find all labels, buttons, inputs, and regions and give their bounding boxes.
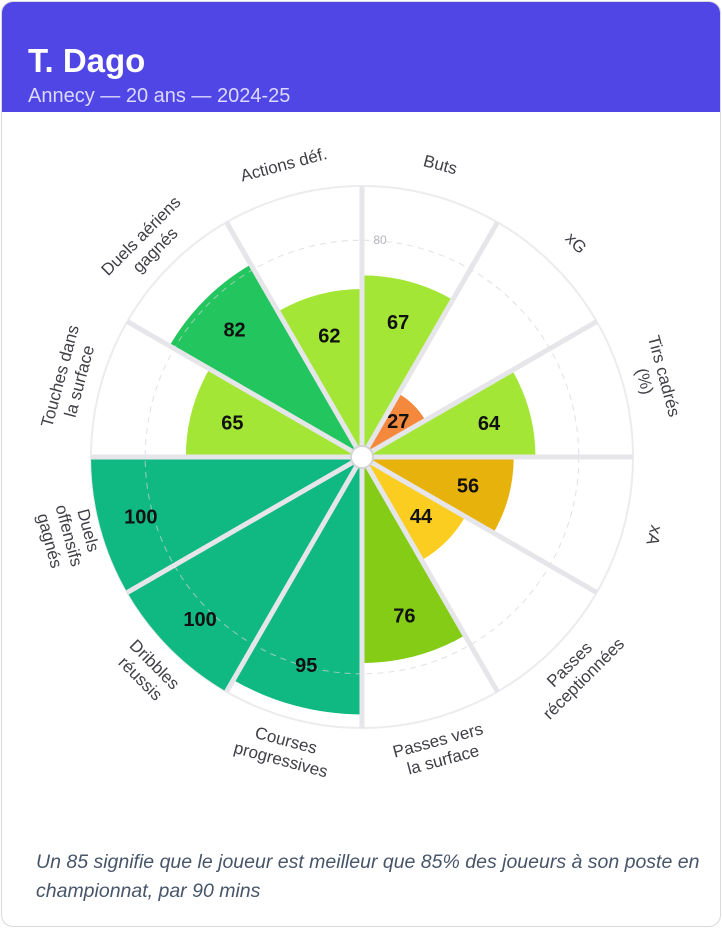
category-label: xG bbox=[561, 229, 590, 258]
value-label: 44 bbox=[410, 506, 433, 528]
ring-label: 80 bbox=[373, 233, 387, 247]
header: T. Dago Annecy — 20 ans — 2024-25 bbox=[2, 2, 720, 112]
category-label: Tirs cadrés(%) bbox=[625, 333, 684, 424]
category-label: Duelsoffensifsgagnés bbox=[32, 497, 105, 573]
wedge bbox=[362, 457, 465, 663]
separator bbox=[224, 221, 365, 459]
category-label: xA bbox=[642, 523, 666, 548]
value-label: 76 bbox=[393, 605, 415, 627]
value-label: 65 bbox=[221, 412, 243, 434]
center-hole bbox=[350, 445, 374, 469]
wedge bbox=[362, 393, 426, 457]
value-label: 64 bbox=[478, 413, 501, 435]
footnote: Un 85 signifie que le joueur est meilleu… bbox=[36, 851, 700, 902]
wedge bbox=[362, 370, 536, 457]
wedge bbox=[127, 457, 362, 692]
value-label: 82 bbox=[223, 320, 245, 342]
separator bbox=[224, 455, 365, 693]
value-label: 67 bbox=[387, 312, 409, 334]
category-label: Passes versla surface bbox=[391, 719, 491, 781]
separator bbox=[126, 319, 364, 460]
separator bbox=[126, 454, 364, 595]
value-label: 95 bbox=[295, 655, 317, 677]
separator bbox=[360, 454, 598, 595]
separator bbox=[359, 221, 500, 459]
value-label: 27 bbox=[387, 411, 409, 433]
wedge bbox=[362, 457, 466, 561]
wedge bbox=[233, 457, 362, 715]
wedge bbox=[362, 457, 514, 533]
value-label: 56 bbox=[457, 475, 479, 497]
subtitle: Annecy — 20 ans — 2024-25 bbox=[28, 85, 291, 107]
wedge bbox=[277, 288, 362, 457]
value-label: 100 bbox=[124, 506, 157, 528]
value-label: 100 bbox=[183, 609, 216, 631]
separator bbox=[360, 319, 598, 460]
category-label: Buts bbox=[421, 151, 459, 178]
category-label: Coursesprogressives bbox=[232, 719, 335, 782]
player-name: T. Dago bbox=[28, 42, 146, 79]
wedge bbox=[169, 264, 362, 457]
wedge bbox=[91, 457, 362, 593]
category-label: Touches dansla surface bbox=[37, 323, 102, 434]
value-label: 62 bbox=[318, 325, 340, 347]
wedge bbox=[362, 275, 453, 457]
separator bbox=[359, 455, 500, 693]
category-label: Actions déf. bbox=[238, 144, 329, 185]
wedge bbox=[185, 368, 362, 457]
